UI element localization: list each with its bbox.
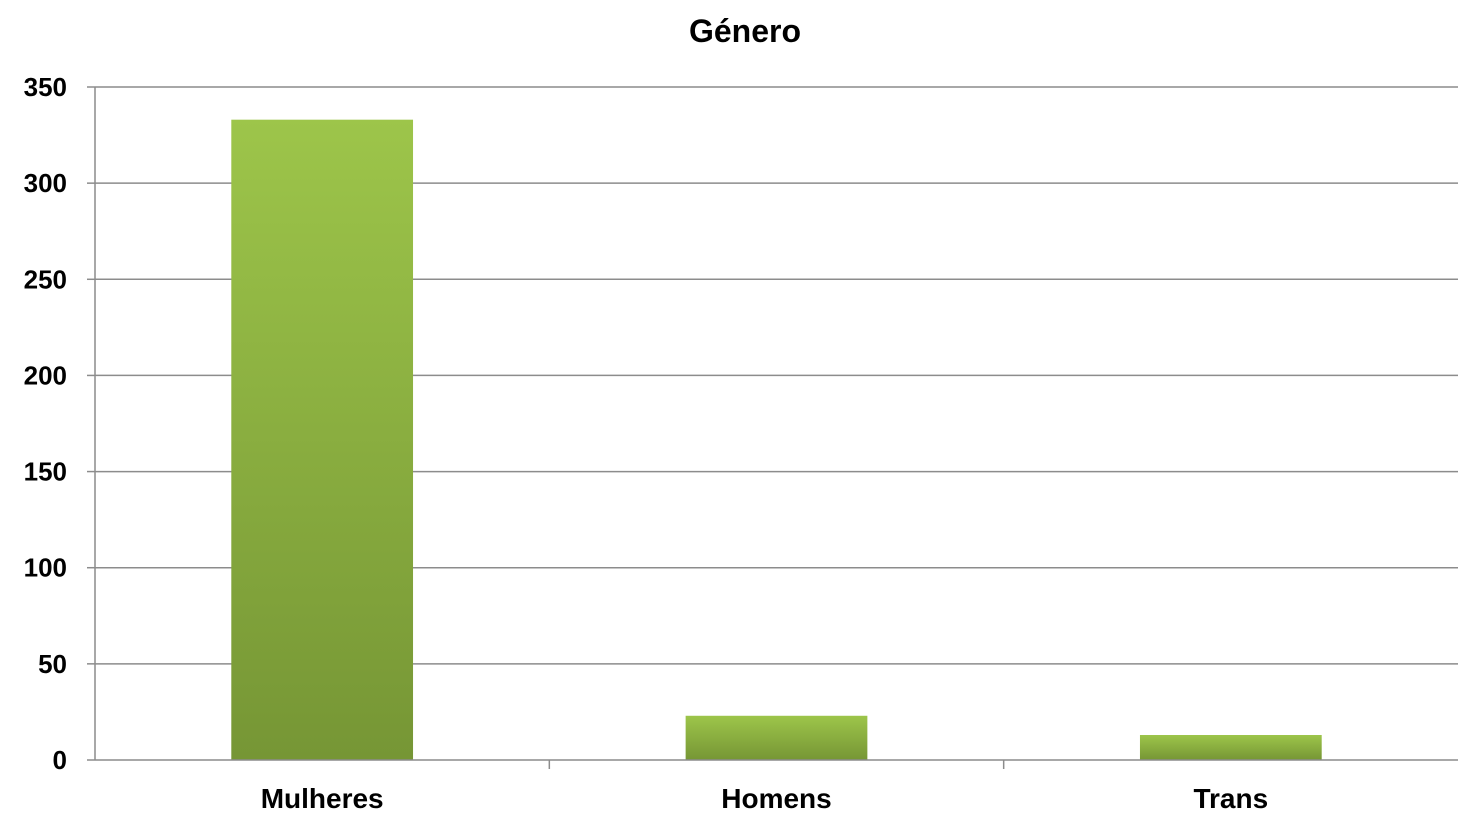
axes bbox=[87, 86, 1458, 769]
x-category-label: Homens bbox=[721, 783, 831, 814]
y-tick-label: 200 bbox=[24, 360, 67, 390]
chart-title: Género bbox=[689, 13, 801, 49]
y-tick-label: 350 bbox=[24, 72, 67, 102]
bars bbox=[231, 119, 1322, 760]
bar-homens bbox=[685, 715, 868, 760]
x-category-label: Trans bbox=[1193, 783, 1268, 814]
y-tick-label: 250 bbox=[24, 264, 67, 294]
y-tick-label: 300 bbox=[24, 168, 67, 198]
y-tick-label: 50 bbox=[38, 649, 67, 679]
y-tick-labels: 0 50 100 150 200 250 300 350 bbox=[24, 72, 67, 775]
y-tick-label: 0 bbox=[53, 745, 67, 775]
y-tick-label: 150 bbox=[24, 457, 67, 487]
bar-mulheres bbox=[231, 119, 414, 760]
y-tick-label: 100 bbox=[24, 553, 67, 583]
x-category-label: Mulheres bbox=[261, 783, 384, 814]
x-category-labels: Mulheres Homens Trans bbox=[261, 783, 1268, 814]
bar-trans bbox=[1139, 735, 1322, 760]
